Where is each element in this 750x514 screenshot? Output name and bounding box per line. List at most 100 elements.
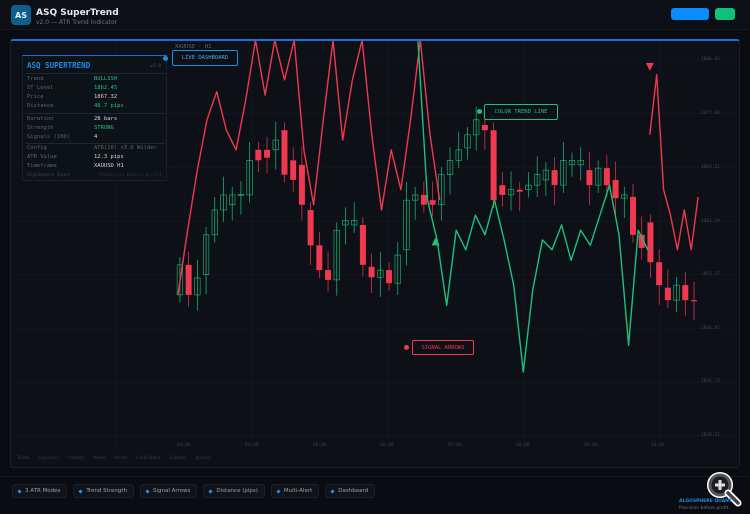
chart-symbol: XAUUSD · H1 (175, 44, 212, 50)
supertrend-dashboard: ASQ SUPERTREND v2.0 Trend BULLISH ST Leve… (22, 55, 167, 181)
tab-experts[interactable]: Experts (169, 456, 187, 461)
feature-chip: Dashboard (325, 484, 376, 498)
supertrend-bear-line (649, 73, 699, 251)
row-config: Config ATR(10) x3.0 Wilder (27, 145, 157, 151)
candle (429, 200, 436, 205)
candle (568, 160, 576, 166)
candle (403, 199, 410, 251)
candle (394, 254, 401, 284)
callout-dot (404, 345, 409, 350)
candle (664, 287, 671, 301)
candle (534, 174, 541, 186)
supertrend-lines (177, 41, 699, 373)
row-signals: Signals (100) 4 (27, 134, 98, 140)
candle (325, 270, 332, 280)
candle (621, 194, 628, 199)
candle (682, 285, 689, 301)
candle (507, 189, 515, 196)
tab-code-base[interactable]: Code Base (136, 456, 161, 461)
divider (26, 113, 165, 114)
candle (237, 193, 245, 196)
candle (307, 209, 314, 246)
callout-signal-arrows: SIGNAL ARROWS (412, 340, 474, 355)
feature-chip: Trend Strength (73, 484, 134, 498)
candle (176, 264, 184, 296)
candles (176, 106, 697, 321)
candle (368, 266, 375, 278)
diamond-icon (330, 488, 335, 494)
tab-trade[interactable]: Trade (17, 456, 30, 461)
zoom-in-icon[interactable] (706, 471, 742, 507)
candle (673, 284, 680, 301)
price-label: 1828.51 (701, 433, 720, 438)
sell-signal-arrow-icon (645, 62, 654, 71)
tab-news[interactable]: News (93, 456, 106, 461)
candle (464, 134, 471, 149)
candle (595, 167, 602, 186)
candle (499, 185, 506, 195)
diamond-icon (145, 488, 150, 494)
candle (290, 160, 297, 180)
candle (351, 220, 358, 226)
candle (255, 149, 262, 161)
candle (194, 277, 201, 296)
candle (656, 262, 663, 286)
feature-chip: Signal Arrows (139, 484, 198, 498)
candle (316, 245, 323, 271)
primary-button[interactable] (671, 8, 709, 20)
time-label: 10:00 (651, 443, 665, 448)
app-logo: AS (11, 5, 31, 25)
tab-history[interactable]: History (68, 456, 85, 461)
price-label: 1844.95 (701, 326, 720, 331)
dashboard-title: ASQ SUPERTREND (27, 61, 91, 70)
candle (481, 125, 488, 131)
divider (26, 73, 165, 74)
brand-tagline: Precision before profit. (679, 506, 730, 511)
time-label: 08:00 (516, 443, 530, 448)
diamond-icon (276, 488, 281, 494)
app-subtitle: v2.0 — ATR Trend Indicator (36, 19, 118, 26)
feature-chip: Distance (pips) (203, 484, 265, 498)
terminal-tabs: Trade Exposure History News Alerts Code … (17, 456, 211, 461)
candle (377, 269, 384, 278)
callout-dot (163, 56, 168, 61)
dashboard-version: v2.0 (150, 64, 161, 69)
candle (630, 196, 637, 235)
success-button[interactable] (715, 8, 735, 20)
tab-exposure[interactable]: Exposure (38, 456, 60, 461)
row-timeframe: Timeframe XAUUSD H1 (27, 163, 124, 169)
feature-list: 3 ATR Modes Trend Strength Signal Arrows… (12, 484, 376, 498)
time-label: 05:00 (313, 443, 327, 448)
candle (516, 189, 523, 192)
candle (603, 168, 610, 186)
candle (560, 160, 567, 186)
time-label: 04:00 (245, 443, 259, 448)
callout-color-trend-line: COLOR TREND LINE (484, 104, 558, 120)
row-duration: Duration 28 bars (27, 116, 118, 122)
candle (185, 264, 192, 295)
time-label: 06:00 (380, 443, 394, 448)
candle (420, 194, 427, 205)
diamond-icon (78, 488, 83, 494)
candle (455, 149, 462, 161)
candle (272, 139, 279, 151)
candle (473, 119, 480, 136)
candle (638, 234, 645, 248)
candle (342, 220, 349, 226)
time-label: 07:00 (448, 443, 462, 448)
candle (229, 194, 236, 206)
supertrend-bull-line (417, 41, 649, 373)
candle (525, 184, 532, 191)
price-label: 1861.39 (701, 219, 720, 224)
candle (333, 229, 340, 281)
row-st-level: ST Level 1862.45 (27, 85, 118, 91)
candle (577, 160, 584, 166)
feature-chip: Multi-Alert (270, 484, 320, 498)
tab-journal[interactable]: Journal (195, 456, 212, 461)
tab-alerts[interactable]: Alerts (114, 456, 128, 461)
row-atr-value: ATR Value 12.3 pips (27, 154, 124, 160)
supertrend-bear-line (177, 41, 441, 296)
price-label: 1853.17 (701, 272, 720, 277)
callout-dot (477, 109, 482, 114)
footer-divider (0, 476, 750, 477)
